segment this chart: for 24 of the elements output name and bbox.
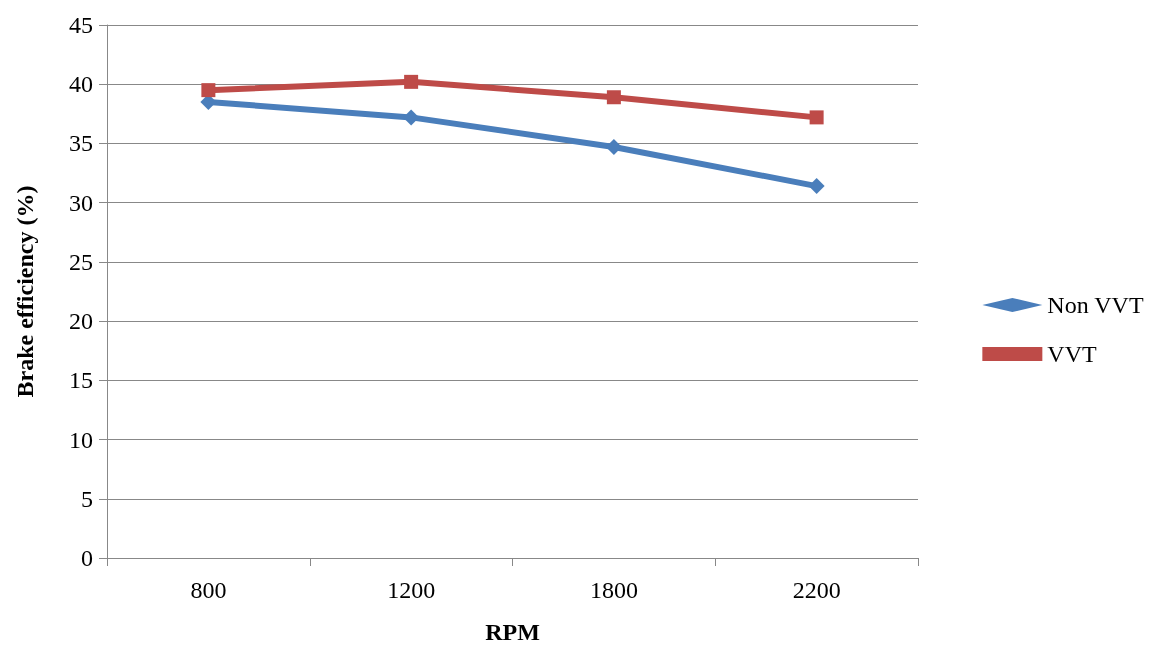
x-tick-label: 800 bbox=[190, 577, 227, 603]
point bbox=[606, 90, 621, 105]
y-axis-title: Brake efficiency (%) bbox=[12, 185, 38, 398]
x-tick-label: 1200 bbox=[387, 577, 436, 603]
x-axis-title: RPM bbox=[485, 619, 540, 645]
point bbox=[809, 110, 824, 125]
legend-label: VVT bbox=[1047, 341, 1098, 367]
y-tick-label: 35 bbox=[69, 130, 93, 157]
legend-label: Non VVT bbox=[1047, 292, 1144, 318]
point bbox=[808, 178, 825, 195]
y-tick-label: 45 bbox=[69, 12, 93, 38]
point bbox=[201, 83, 216, 98]
y-tick-label: 20 bbox=[69, 308, 93, 335]
y-tick-label: 0 bbox=[81, 545, 93, 571]
y-tick-label: 10 bbox=[69, 426, 93, 453]
x-tick-label: 1800 bbox=[589, 577, 638, 603]
point bbox=[403, 109, 420, 126]
x-tick-label: 2200 bbox=[792, 577, 841, 603]
y-tick-label: 40 bbox=[69, 71, 93, 98]
point bbox=[404, 74, 419, 89]
y-tick-label: 30 bbox=[69, 189, 93, 216]
y-tick-label: 5 bbox=[81, 485, 93, 512]
y-tick-label: 15 bbox=[69, 367, 93, 394]
y-tick-label: 25 bbox=[69, 248, 93, 275]
